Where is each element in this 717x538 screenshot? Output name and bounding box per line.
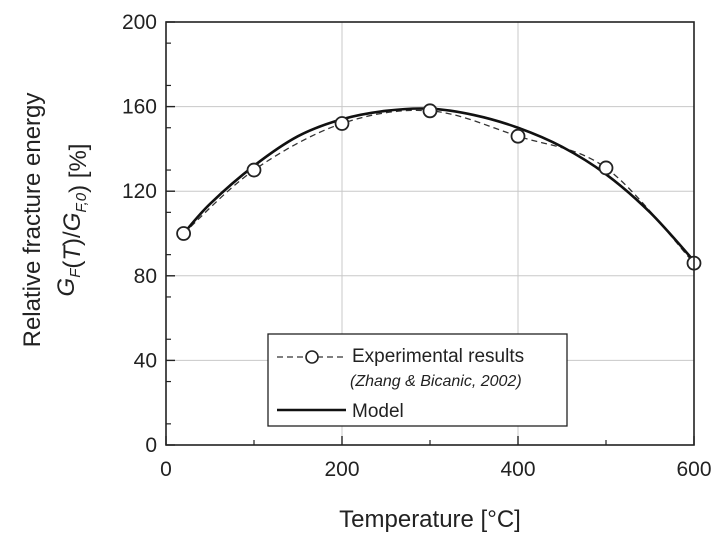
legend-model-label: Model bbox=[352, 401, 404, 422]
legend-circle-marker bbox=[305, 350, 319, 364]
experimental-point bbox=[422, 103, 438, 119]
legend-experimental-label: Experimental results bbox=[352, 346, 524, 367]
model-line bbox=[182, 107, 695, 262]
x-tick-label: 400 bbox=[500, 458, 535, 481]
experimental-point bbox=[176, 226, 192, 241]
y-tick-label: 120 bbox=[122, 180, 157, 203]
x-tick-label: 200 bbox=[324, 458, 359, 481]
legend: Experimental results (Zhang & Bicanic, 2… bbox=[267, 333, 568, 427]
y-tick-label: 80 bbox=[134, 265, 157, 288]
axis-ticks bbox=[165, 21, 695, 446]
y-axis-formula: GF(T)/GF,0) [%] bbox=[53, 144, 92, 297]
y-tick-label: 0 bbox=[145, 434, 157, 457]
series-layer bbox=[176, 103, 702, 271]
y-tick-label: 160 bbox=[122, 96, 157, 119]
tick-labels: 0 40 80 120 160 200 0 200 400 600 bbox=[122, 11, 712, 481]
x-axis-title: Temperature [°C] bbox=[339, 506, 521, 533]
experimental-point bbox=[246, 162, 262, 178]
x-tick-label: 600 bbox=[676, 458, 711, 481]
y-axis-title: Relative fracture energy bbox=[19, 93, 46, 348]
legend-citation: (Zhang & Bicanic, 2002) bbox=[350, 373, 522, 390]
experimental-point bbox=[334, 116, 350, 131]
experimental-point bbox=[510, 128, 526, 144]
experimental-point bbox=[598, 160, 614, 176]
x-tick-label: 0 bbox=[160, 458, 172, 481]
y-tick-label: 40 bbox=[134, 349, 157, 372]
y-tick-label: 200 bbox=[122, 11, 157, 34]
experimental-dashed-line bbox=[183, 109, 695, 264]
